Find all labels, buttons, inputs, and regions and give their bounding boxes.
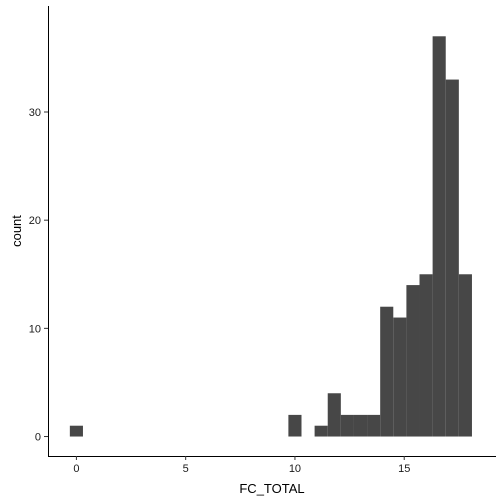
histogram-bar	[367, 414, 381, 437]
y-axis-title: count	[9, 215, 24, 247]
x-tick-label: 10	[289, 463, 301, 475]
y-tick-label: 20	[29, 215, 41, 227]
y-tick-label: 0	[35, 432, 41, 444]
x-axis-ticks: 0 5 10 15	[73, 456, 410, 475]
histogram-bar	[314, 425, 328, 437]
histogram-bar	[69, 425, 83, 437]
histogram-bar	[327, 393, 341, 437]
histogram-bar	[445, 79, 459, 437]
y-tick-label: 10	[29, 323, 41, 335]
y-axis-ticks: 0 10 20 30	[29, 107, 48, 444]
histogram-bar	[353, 414, 368, 437]
histogram-bar	[458, 274, 472, 437]
x-tick-label: 5	[183, 463, 189, 475]
x-tick-label: 15	[398, 463, 410, 475]
x-tick-label: 0	[73, 463, 79, 475]
y-tick-label: 30	[29, 107, 41, 119]
histogram-bar	[288, 414, 302, 437]
histogram-bars	[69, 36, 472, 437]
histogram-bar	[419, 274, 433, 437]
histogram-bar	[340, 414, 354, 437]
histogram-bar	[406, 285, 420, 437]
histogram-bar	[393, 317, 407, 437]
histogram-bar	[380, 306, 394, 437]
x-axis-title: FC_TOTAL	[239, 481, 304, 496]
histogram-bar	[432, 36, 446, 437]
